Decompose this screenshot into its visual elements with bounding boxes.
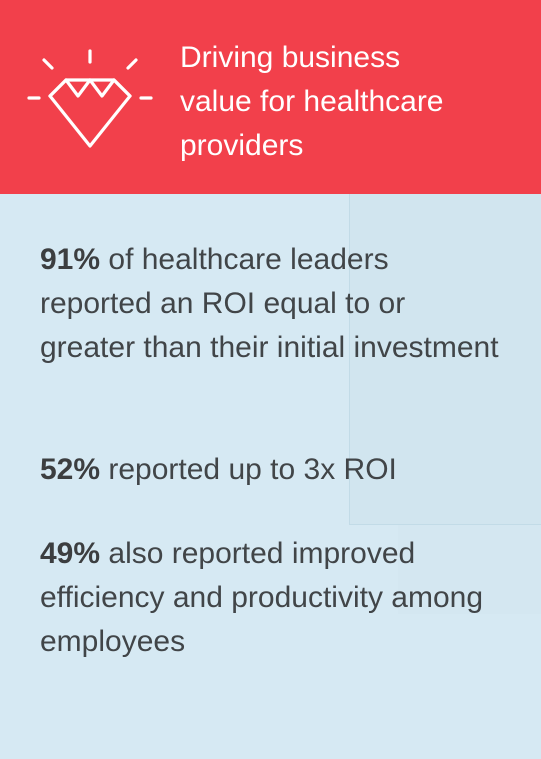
page-title: Driving business value for healthcare pr… <box>180 41 444 162</box>
stat-roi-3x: 52% reported up to 3x ROI <box>40 448 500 492</box>
stat-efficiency: 49% also reported improved efficiency an… <box>40 532 500 664</box>
decorative-panel <box>349 194 541 525</box>
stat-text: of healthcare leaders reported an ROI eq… <box>40 243 499 364</box>
stat-roi-equal: 91% of healthcare leaders reported an RO… <box>40 238 500 370</box>
diamond-icon <box>27 49 153 148</box>
stat-text: reported up to 3x ROI <box>100 453 397 486</box>
stat-percent: 49% <box>40 537 101 570</box>
stats-panel: 91% of healthcare leaders reported an RO… <box>0 194 541 759</box>
stat-percent: 52% <box>40 453 101 486</box>
stat-percent: 91% <box>40 243 101 276</box>
header-banner: Driving business value for healthcare pr… <box>0 0 541 194</box>
stat-text: also reported improved efficiency and pr… <box>40 537 484 658</box>
